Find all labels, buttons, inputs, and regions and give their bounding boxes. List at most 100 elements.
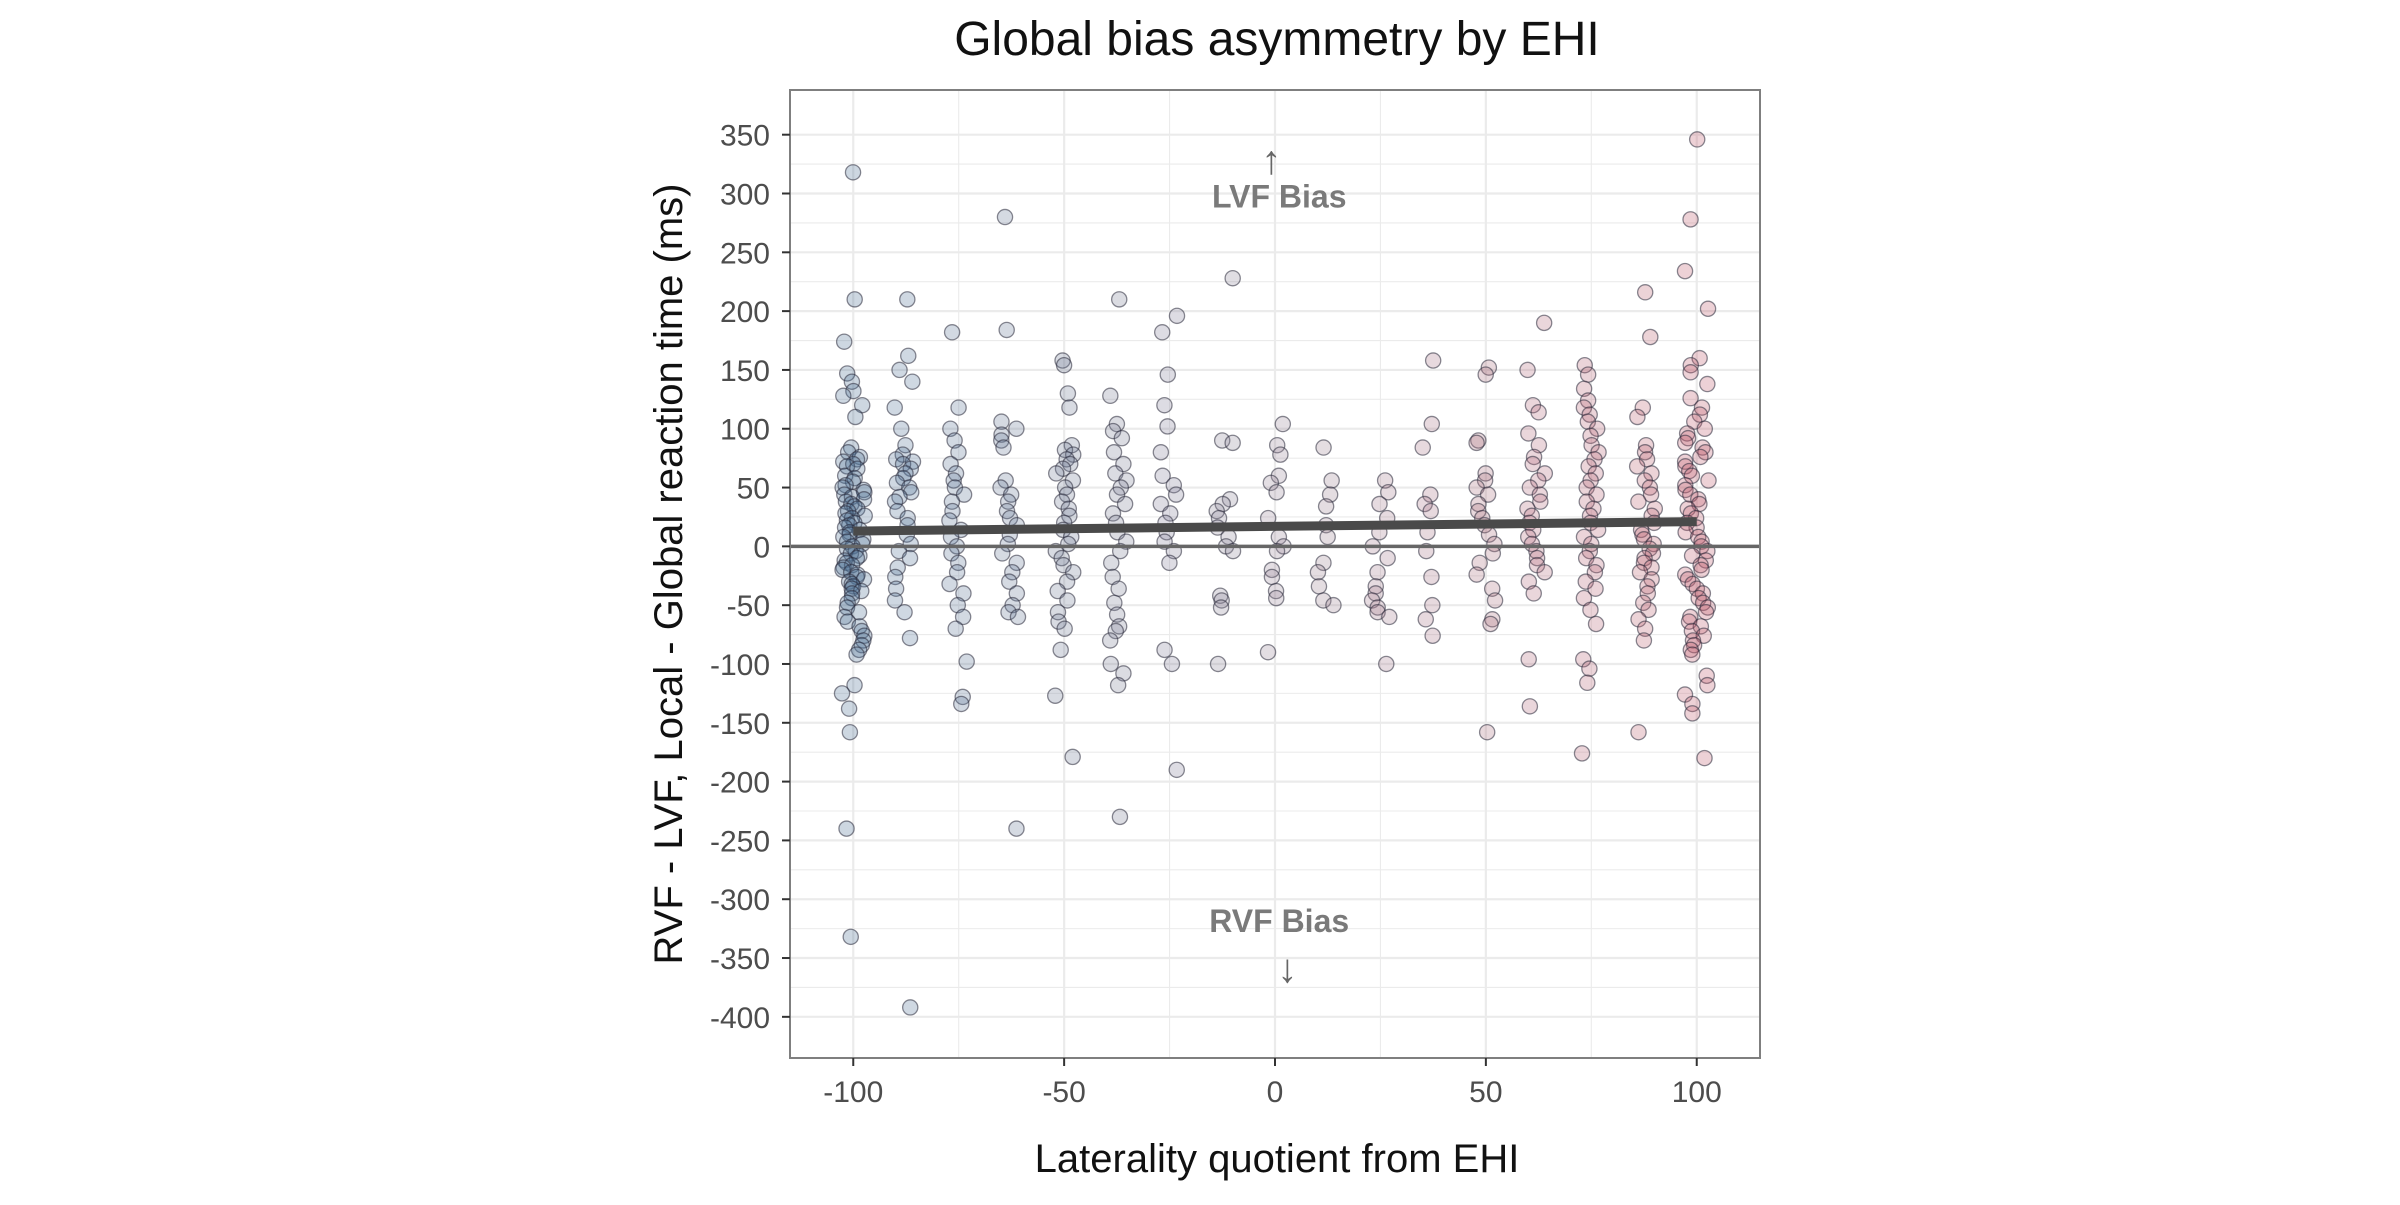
data-point <box>1102 387 1119 405</box>
data-point <box>897 436 914 454</box>
data-point <box>1697 603 1715 621</box>
data-point <box>1109 676 1127 694</box>
x-tick-label: 50 <box>1469 1076 1502 1109</box>
data-point <box>1105 444 1123 461</box>
data-point <box>886 493 904 510</box>
data-point <box>1008 554 1025 572</box>
x-axis-ticks: -100 -50 0 50 100 <box>823 1058 1722 1109</box>
data-point <box>1696 749 1713 767</box>
data-point <box>1535 314 1553 332</box>
y-tick-label: 300 <box>720 179 770 212</box>
y-tick-label: -100 <box>710 649 770 682</box>
data-point <box>846 676 863 694</box>
data-point <box>1168 307 1186 325</box>
data-point <box>1414 439 1431 456</box>
data-point <box>1699 375 1716 393</box>
data-point <box>1212 599 1230 616</box>
data-point <box>842 928 859 946</box>
data-point <box>1684 695 1701 713</box>
data-point <box>1315 439 1332 456</box>
data-point <box>1642 328 1659 346</box>
x-tick-label: -100 <box>823 1076 883 1109</box>
data-point <box>1676 453 1694 470</box>
data-point <box>835 387 852 405</box>
data-point <box>1323 472 1340 489</box>
data-point <box>1319 528 1336 546</box>
data-point <box>887 568 904 586</box>
data-point <box>1213 432 1231 449</box>
data-point <box>1159 366 1177 383</box>
data-point <box>1061 399 1078 416</box>
data-point <box>1422 486 1439 503</box>
data-point <box>1699 676 1716 694</box>
data-point <box>1587 580 1604 597</box>
data-point <box>1468 566 1485 583</box>
annotations: LVF Bias↑ RVF Bias ↓ <box>1209 139 1349 992</box>
data-point <box>1224 434 1241 452</box>
data-point <box>1379 549 1396 567</box>
data-point <box>1267 589 1285 607</box>
data-point <box>904 373 921 390</box>
data-point <box>1477 366 1494 383</box>
data-point <box>1369 599 1386 616</box>
data-point <box>1159 418 1176 435</box>
data-point <box>1679 429 1697 447</box>
data-point <box>1381 608 1398 626</box>
data-point <box>1677 481 1694 499</box>
data-point <box>948 563 966 581</box>
y-axis-title: RVF - LVF, Local - Global reaction time … <box>647 184 691 965</box>
data-point <box>1417 611 1435 628</box>
data-point <box>1055 356 1073 374</box>
y-tick-label: 0 <box>753 531 770 564</box>
data-point <box>1317 498 1335 515</box>
data-point <box>1520 651 1537 668</box>
data-point <box>1110 291 1128 308</box>
data-point <box>1630 723 1647 741</box>
data-point <box>1697 444 1714 461</box>
data-point <box>893 420 910 437</box>
data-point <box>1423 415 1441 433</box>
data-point <box>1521 698 1539 715</box>
data-point <box>1682 211 1699 228</box>
data-point <box>1161 505 1179 522</box>
y-tick-label: 50 <box>737 473 770 506</box>
x-axis-title: Laterality quotient from EHI <box>1035 1137 1520 1181</box>
data-point <box>1576 356 1594 374</box>
data-point <box>1008 420 1025 437</box>
data-point <box>1000 603 1017 621</box>
data-point <box>1581 660 1598 677</box>
data-point <box>1064 563 1082 581</box>
data-point <box>958 653 975 670</box>
data-point <box>1163 655 1181 673</box>
data-point <box>1268 484 1285 501</box>
data-point <box>1692 448 1709 466</box>
data-point <box>1693 561 1710 579</box>
data-point <box>891 488 908 506</box>
data-point <box>901 629 919 647</box>
data-point <box>1167 486 1185 503</box>
data-point <box>1696 420 1714 437</box>
data-point <box>1688 131 1706 148</box>
data-point <box>844 164 862 181</box>
data-point <box>1259 643 1277 661</box>
y-axis-ticks: 350 300 250 200 150 100 50 0 -50 -100 -150 -200 -250… <box>710 120 790 1035</box>
data-point <box>1677 476 1694 494</box>
data-point <box>1315 592 1332 609</box>
data-point <box>838 820 855 837</box>
down-arrow-icon: ↓ <box>1277 947 1297 991</box>
y-tick-label: -150 <box>710 708 770 741</box>
data-point <box>1263 568 1281 586</box>
data-point <box>941 575 958 593</box>
data-point <box>1694 594 1712 612</box>
lvf-bias-label: LVF Bias <box>1212 179 1347 215</box>
data-point <box>1423 568 1440 586</box>
data-point <box>1315 554 1332 572</box>
data-point <box>1532 493 1549 510</box>
data-point <box>1635 632 1653 649</box>
data-point <box>1008 820 1025 837</box>
y-tick-label: 150 <box>720 355 770 388</box>
y-tick-label: 350 <box>720 120 770 153</box>
data-point <box>1310 578 1328 595</box>
data-point <box>1630 611 1647 628</box>
